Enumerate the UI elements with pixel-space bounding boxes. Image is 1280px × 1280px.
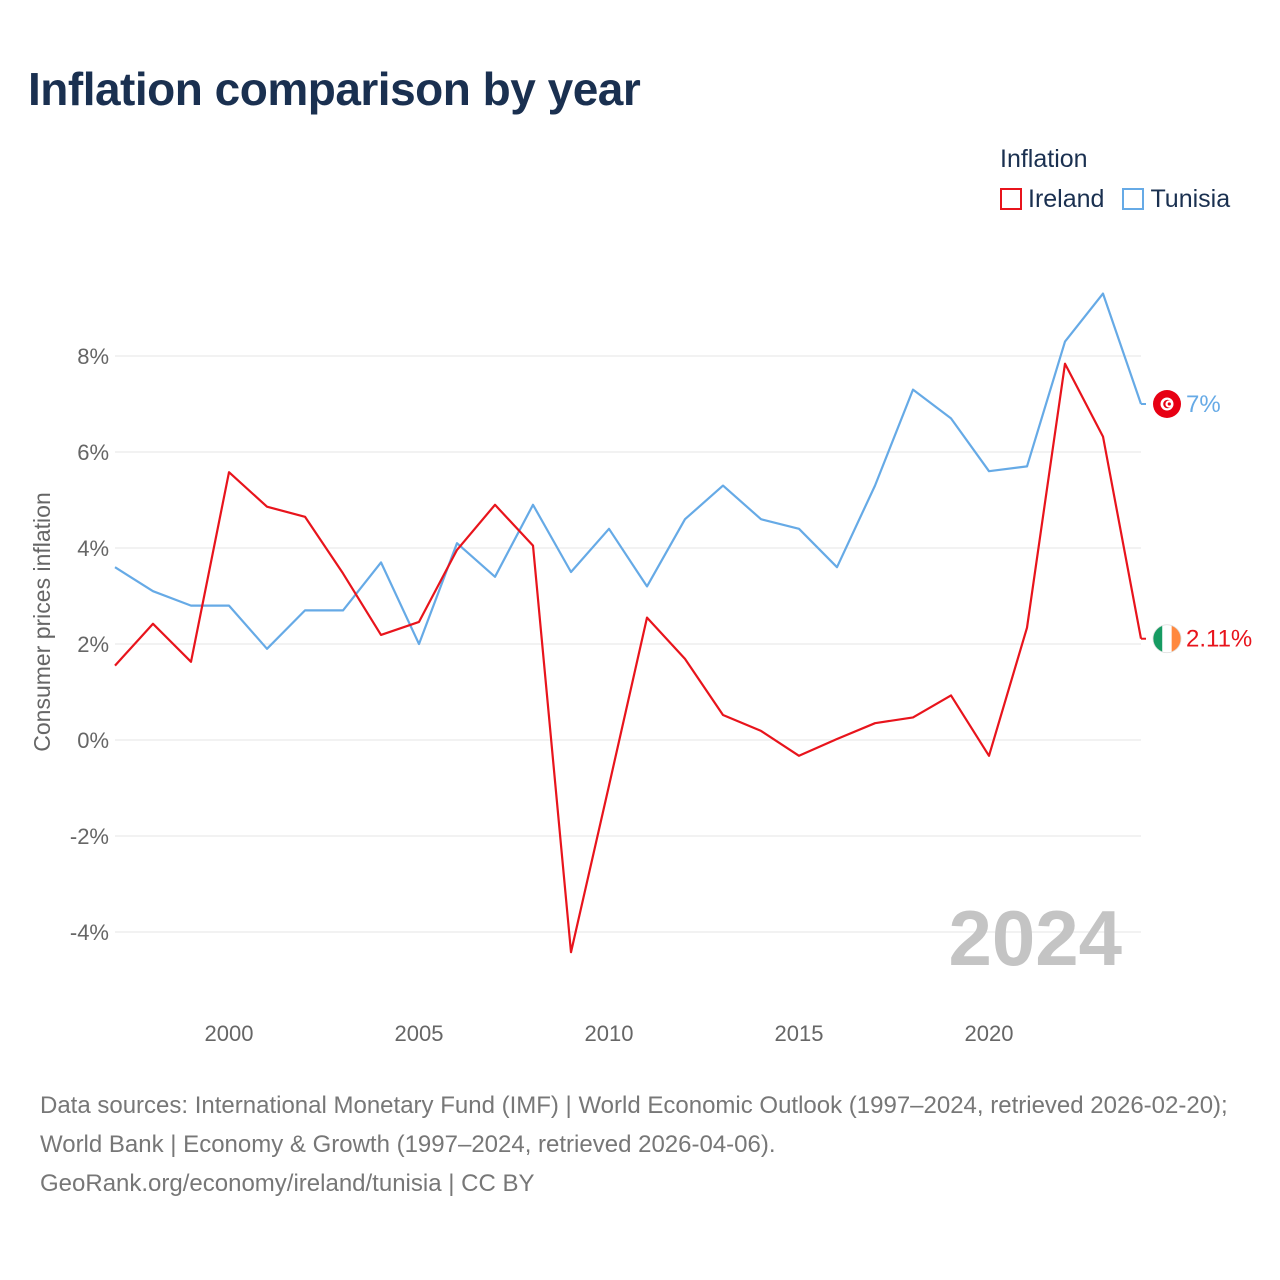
legend-item-tunisia[interactable]: Tunisia	[1122, 182, 1230, 216]
legend-label-ireland: Ireland	[1028, 185, 1105, 213]
flag-ireland-icon	[1152, 624, 1182, 654]
x-tick-label: 2015	[775, 1021, 824, 1046]
legend-label-tunisia: Tunisia	[1150, 185, 1231, 213]
end-value-label-tunisia: 7%	[1186, 391, 1221, 418]
series-line-tunisia[interactable]	[114, 292, 1143, 650]
year-watermark: 2024	[948, 894, 1122, 982]
x-tick-label: 2020	[965, 1021, 1014, 1046]
y-tick-label: -4%	[70, 920, 109, 945]
y-tick-label: 0%	[77, 728, 109, 753]
y-tick-label: -2%	[70, 824, 109, 849]
series-line-ireland[interactable]	[114, 362, 1143, 954]
y-tick-label: 4%	[77, 536, 109, 561]
legend-title: Inflation	[1000, 145, 1088, 173]
x-tick-label: 2010	[585, 1021, 634, 1046]
line-chart: 2024 -4% -2% 0% 2% 4% 6% 8% 2000 2005 2010 2015 20…	[29, 292, 1252, 1046]
legend-swatch-tunisia	[1122, 188, 1145, 210]
data-sources-text: Data sources: International Monetary Fun…	[40, 1092, 1228, 1158]
end-value-label-ireland: 2.11%	[1186, 626, 1252, 653]
legend-swatch-ireland	[1000, 188, 1022, 210]
flag-tunisia-icon	[1153, 390, 1181, 418]
y-tick-label: 6%	[77, 440, 109, 465]
legend: Inflation Ireland Tunisia	[1000, 142, 1270, 216]
x-tick-label: 2005	[395, 1021, 444, 1046]
x-tick-label: 2000	[205, 1021, 254, 1046]
y-axis-title: Consumer prices inflation	[29, 492, 55, 752]
footer: Data sources: International Monetary Fun…	[40, 1086, 1250, 1203]
legend-item-ireland[interactable]: Ireland	[1000, 182, 1104, 216]
source-link-text[interactable]: GeoRank.org/economy/ireland/tunisia | CC…	[40, 1170, 535, 1197]
y-tick-label: 2%	[77, 632, 109, 657]
chart-title: Inflation comparison by year	[28, 63, 641, 115]
y-tick-label: 8%	[77, 344, 109, 369]
